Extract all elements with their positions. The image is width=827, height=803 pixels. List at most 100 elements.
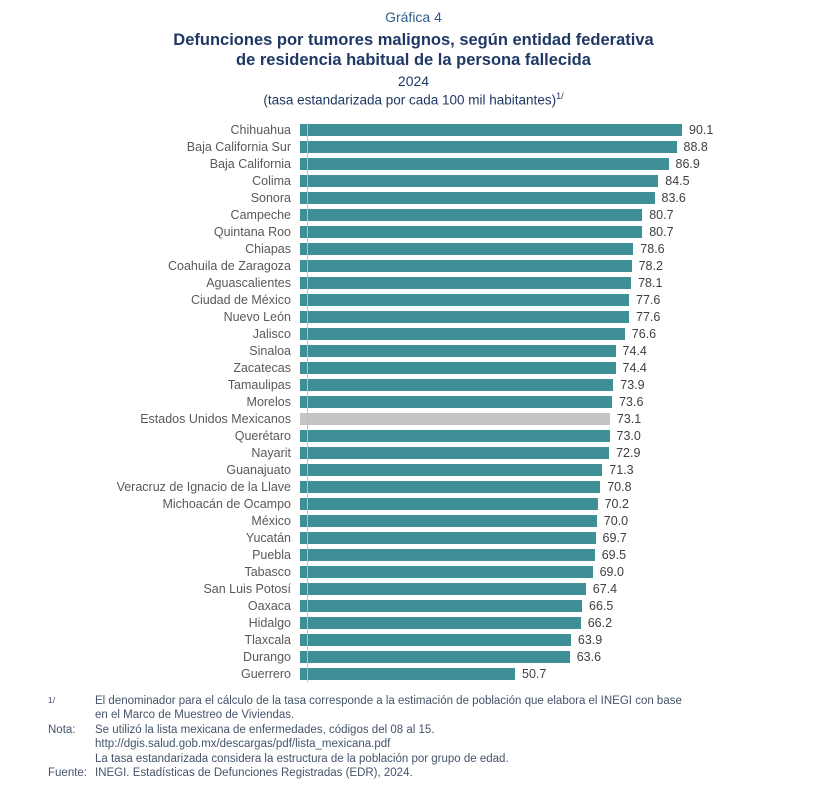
chart-row: Oaxaca 66.5 [0, 598, 827, 615]
bar [300, 311, 629, 323]
value-label: 50.7 [522, 667, 547, 681]
bar-track: 80.7 [299, 207, 827, 224]
bar-track: 66.2 [299, 615, 827, 632]
chart-row: Chihuahua 90.1 [0, 122, 827, 139]
bar-track: 63.6 [299, 649, 827, 666]
value-label: 78.2 [638, 259, 663, 273]
chart-row: San Luis Potosí 67.4 [0, 581, 827, 598]
bar-track: 70.2 [299, 496, 827, 513]
value-label: 86.9 [675, 157, 700, 171]
footnote: Fuente: INEGI. Estadísticas de Defuncione… [48, 766, 827, 781]
value-label: 69.5 [601, 548, 627, 562]
bar [300, 583, 586, 595]
bar-track: 74.4 [299, 343, 827, 360]
bar-track: 86.9 [299, 156, 827, 173]
bar [300, 362, 616, 374]
bar [300, 192, 655, 204]
bar [300, 277, 632, 289]
category-label: Quintana Roo [213, 225, 291, 239]
value-label: 69.0 [599, 565, 624, 579]
category-label: Guerrero [240, 667, 291, 681]
footnote-label: 1/ [48, 694, 56, 705]
chart-row: Chiapas 78.6 [0, 241, 827, 258]
bar [300, 634, 571, 646]
bar-track: 63.9 [299, 632, 827, 649]
bar-track: 71.3 [299, 462, 827, 479]
bar [300, 430, 610, 442]
chart-row: Veracruz de Ignacio de la Llave 70.8 [0, 479, 827, 496]
value-label: 77.6 [636, 310, 661, 324]
bar [300, 515, 597, 527]
chart-row: Baja California 86.9 [0, 156, 827, 173]
chart-row: Colima 84.5 [0, 173, 827, 190]
bar [300, 396, 613, 408]
bar [300, 617, 581, 629]
bar-track: 76.6 [299, 326, 827, 343]
footnote-line: INEGI. Estadísticas de Defunciones Regis… [95, 767, 413, 780]
bar [300, 328, 625, 340]
value-label: 73.6 [619, 395, 644, 409]
bar [300, 498, 598, 510]
bar-track: 88.8 [299, 139, 827, 156]
category-label: Sonora [250, 191, 291, 205]
value-label: 69.7 [602, 531, 627, 545]
bar-track: 73.1 [299, 411, 827, 428]
bar [300, 549, 595, 561]
bar-track: 83.6 [299, 190, 827, 207]
bar [300, 260, 632, 272]
value-label: 70.2 [604, 497, 629, 511]
chart-row: Tlaxcala 63.9 [0, 632, 827, 649]
category-label: Estados Unidos Mexicanos [140, 412, 291, 426]
chart-row: Sonora 83.6 [0, 190, 827, 207]
category-label: Chihuahua [230, 123, 291, 137]
bar-track: 69.0 [299, 564, 827, 581]
chart-row: Tabasco 69.0 [0, 564, 827, 581]
category-label: Michoacán de Ocampo [162, 497, 291, 511]
category-label: Ciudad de México [190, 293, 291, 307]
value-label: 78.1 [638, 276, 663, 290]
chart-row: Baja California Sur 88.8 [0, 139, 827, 156]
category-label: Veracruz de Ignacio de la Llave [116, 480, 291, 494]
chart-number: Gráfica 4 [385, 9, 442, 25]
chart-row: Sinaloa 74.4 [0, 343, 827, 360]
category-label: Querétaro [234, 429, 291, 443]
bar [300, 175, 659, 187]
footnote-line: El denominador para el cálculo de la tas… [95, 694, 682, 707]
bar-track: 78.6 [299, 241, 827, 258]
category-label: Morelos [246, 395, 291, 409]
bar-track: 70.0 [299, 513, 827, 530]
value-label: 88.8 [683, 140, 708, 154]
value-label: 76.6 [631, 327, 657, 341]
category-label: Yucatán [245, 531, 291, 545]
value-label: 71.3 [609, 463, 634, 477]
footnote-label: Fuente: [48, 767, 87, 780]
chart-row: Michoacán de Ocampo 70.2 [0, 496, 827, 513]
bar-track: 78.1 [299, 275, 827, 292]
category-label: Aguascalientes [206, 276, 291, 290]
bar [300, 209, 643, 221]
footnote-text: INEGI. Estadísticas de Defunciones Regis… [95, 766, 413, 781]
footnote-line: Se utilizó la lista mexicana de enfermed… [95, 723, 435, 736]
bar [300, 566, 593, 578]
bar [300, 600, 582, 612]
bar [300, 379, 614, 391]
bar-track: 84.5 [299, 173, 827, 190]
bar [300, 345, 616, 357]
category-label: Tabasco [244, 565, 291, 579]
chart-title-line1: Defunciones por tumores malignos, según … [173, 31, 654, 49]
chart-row: Guerrero 50.7 [0, 666, 827, 683]
bar-chart: Chihuahua 90.1 Baja California Sur 88.8 Baja… [0, 122, 827, 683]
category-label: Sinaloa [249, 344, 291, 358]
bar [300, 447, 610, 459]
category-label: Coahuila de Zaragoza [168, 259, 291, 273]
chart-row: Jalisco 76.6 [0, 326, 827, 343]
bar [300, 464, 603, 476]
value-label: 73.1 [616, 412, 642, 426]
footnote-text: El denominador para el cálculo de la tas… [95, 694, 682, 723]
value-label: 70.8 [607, 480, 632, 494]
category-label: Durango [243, 650, 291, 664]
category-label: Baja California [209, 157, 291, 171]
value-label: 73.9 [620, 378, 645, 392]
value-label: 63.9 [577, 633, 603, 647]
category-label: San Luis Potosí [203, 582, 291, 596]
